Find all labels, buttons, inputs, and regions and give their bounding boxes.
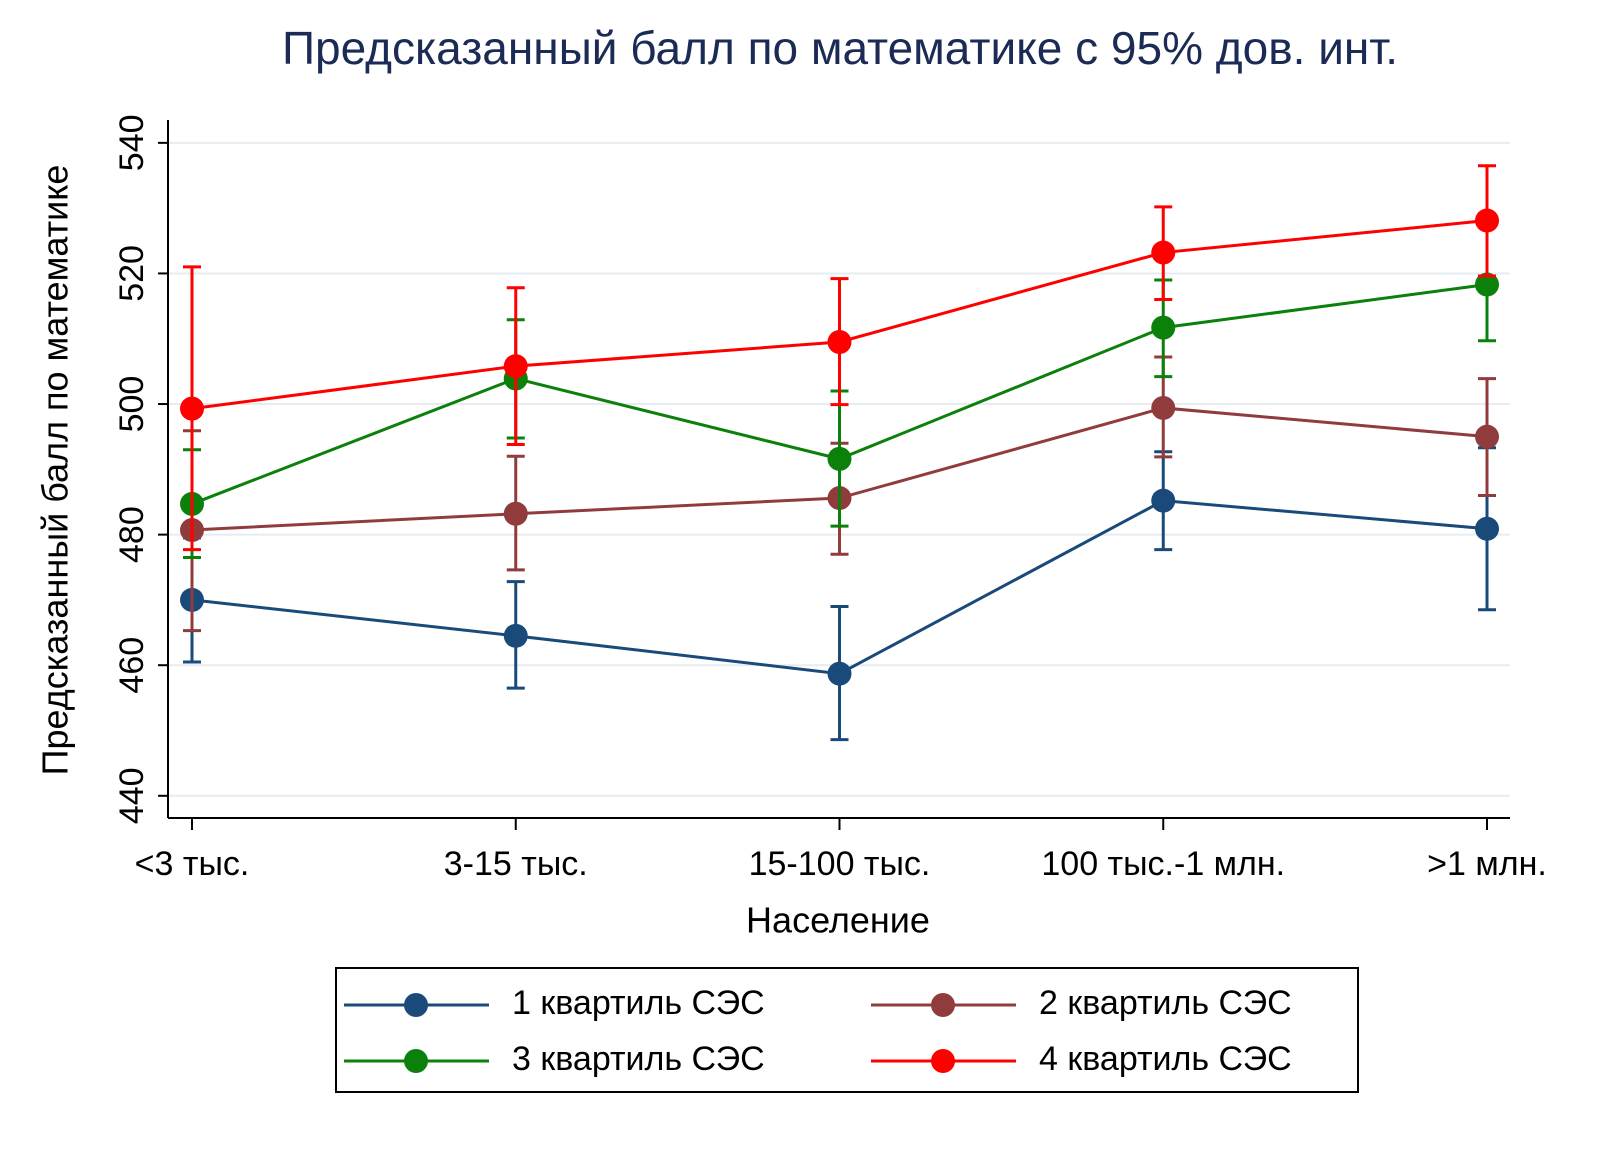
x-tick-label: 15-100 тыс.: [749, 845, 931, 883]
x-tick-label: <3 тыс.: [135, 845, 250, 883]
legend-marker: [931, 993, 955, 1017]
point: [180, 396, 204, 421]
point: [503, 623, 528, 648]
legend-label: 4 квартиль СЭС: [1039, 1040, 1292, 1078]
y-tick-label: 520: [113, 245, 151, 302]
point: [827, 446, 852, 471]
legend-marker: [931, 1049, 955, 1073]
point: [1475, 424, 1499, 449]
y-tick-label: 460: [113, 637, 151, 694]
point: [827, 661, 852, 686]
legend-box: [335, 967, 1359, 1093]
x-axis-label: Население: [746, 900, 930, 941]
point: [827, 330, 852, 355]
point: [1151, 240, 1176, 265]
point: [503, 354, 528, 379]
point: [1151, 395, 1176, 420]
legend-marker: [404, 1049, 428, 1073]
point: [503, 501, 528, 526]
point: [1151, 315, 1176, 340]
chart-title: Предсказанный балл по математике с 95% д…: [282, 22, 1398, 74]
point: [1475, 208, 1499, 233]
x-tick-label: 100 тыс.-1 млн.: [1041, 845, 1285, 883]
legend-label: 3 квартиль СЭС: [512, 1040, 765, 1078]
legend-label: 1 квартиль СЭС: [512, 984, 765, 1022]
legend-label: 2 квартиль СЭС: [1039, 984, 1292, 1022]
x-tick-label: >1 млн.: [1427, 845, 1547, 883]
point: [1475, 516, 1499, 541]
point: [1475, 272, 1499, 297]
y-tick-label: 500: [113, 376, 151, 433]
point: [1151, 488, 1176, 513]
x-tick-label: 3-15 тыс.: [444, 845, 588, 883]
y-axis-label: Предсказанный балл по математике: [35, 165, 76, 776]
y-tick-label: 440: [113, 767, 151, 824]
legend-marker: [404, 993, 428, 1017]
y-tick-label: 540: [113, 114, 151, 171]
y-tick-label: 480: [113, 506, 151, 563]
